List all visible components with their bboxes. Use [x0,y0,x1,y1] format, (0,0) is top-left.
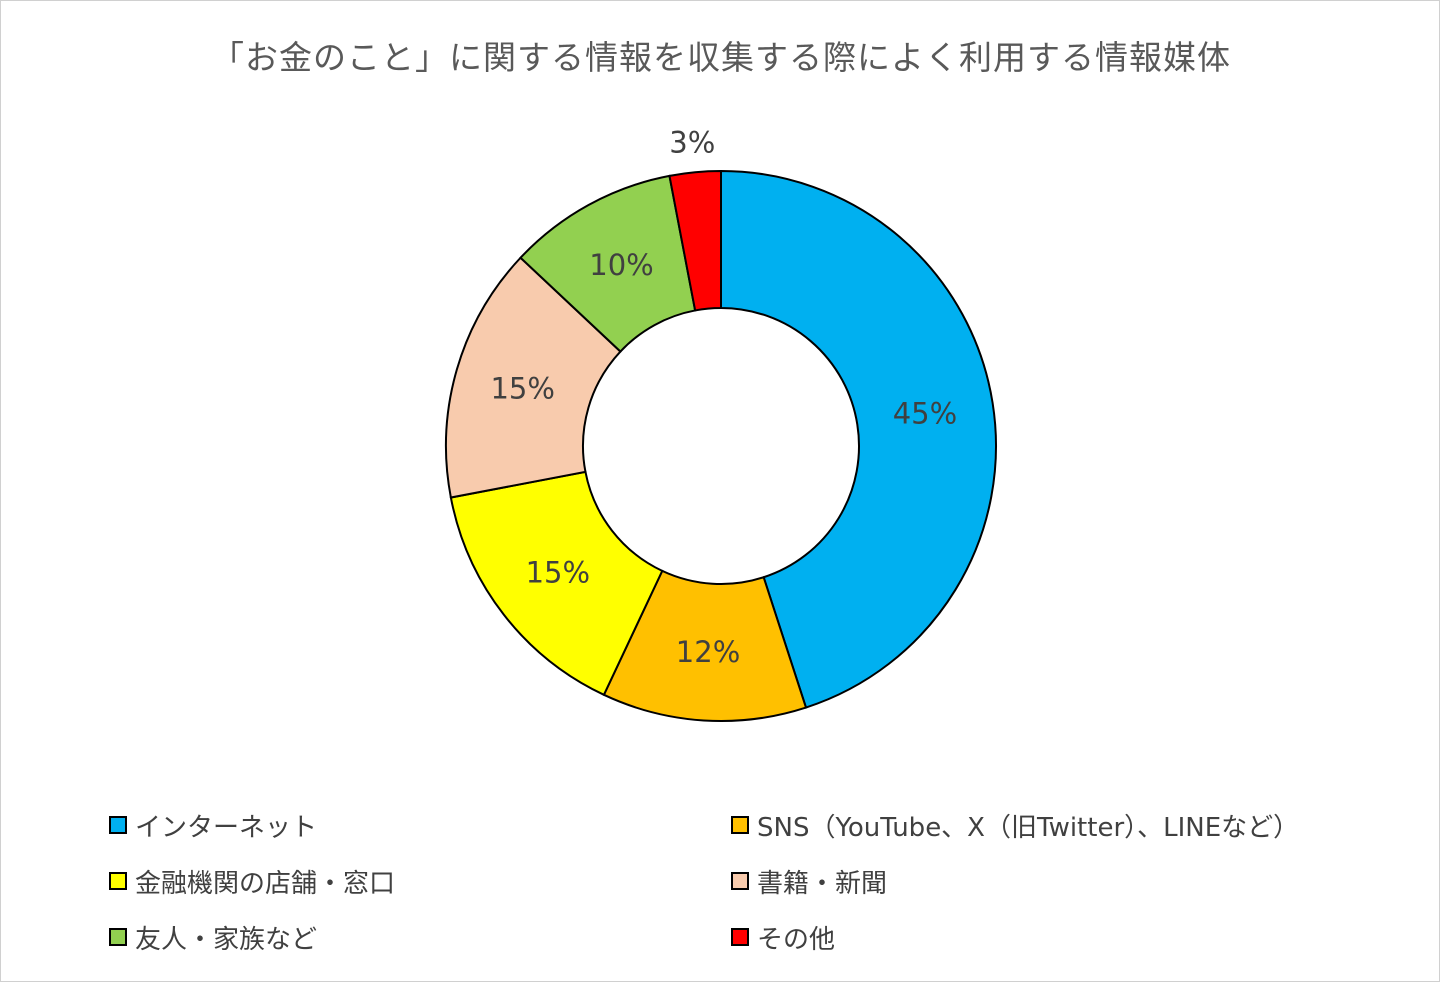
slice-internet [720,169,997,709]
slice-books-newspapers [445,256,622,499]
legend-item-other: その他 [731,917,835,957]
legend-label-friends-family: 友人・家族など [135,924,318,955]
legend-item-friends-family: 友人・家族など [109,917,317,957]
legend-swatch-friends-family [109,928,127,946]
legend-label-other: その他 [757,924,836,955]
legend-swatch-bank-branch [109,872,127,890]
legend-label-internet: インターネット [135,812,318,843]
legend-swatch-other [731,928,749,946]
legend-item-sns: SNS（YouTube、X（旧Twitter）、LINEなど） [731,805,1299,845]
donut-slices [445,169,997,722]
data-label-internet: 45% [893,397,957,431]
legend-item-internet: インターネット [109,805,317,845]
legend-label-bank-branch: 金融機関の店舗・窓口 [135,868,396,899]
legend-item-books-newspapers: 書籍・新聞 [731,861,887,901]
legend: インターネット SNS（YouTube、X（旧Twitter）、LINEなど） … [1,801,1440,971]
data-label-books-newspapers: 15% [490,371,554,405]
legend-swatch-sns [731,816,749,834]
slice-bank-branch [449,470,664,697]
data-label-friends-family: 10% [589,248,653,282]
legend-label-books-newspapers: 書籍・新聞 [757,868,888,899]
data-label-sns: 12% [676,635,740,669]
legend-label-sns: SNS（YouTube、X（旧Twitter）、LINEなど） [757,812,1300,843]
donut-chart: 45% 12% 15% 15% 10% 3% [445,125,997,722]
legend-swatch-books-newspapers [731,872,749,890]
slice-other [668,169,722,312]
chart-title: 「お金のこと」に関する情報を収集する際によく利用する情報媒体 [211,38,1231,77]
slice-sns [602,569,808,722]
data-label-other: 3% [669,125,715,159]
legend-item-bank-branch: 金融機関の店舗・窓口 [109,861,395,901]
legend-swatch-internet [109,816,127,834]
data-label-bank-branch: 15% [526,556,590,590]
donut-data-labels: 45% 12% 15% 15% 10% 3% [490,125,957,669]
